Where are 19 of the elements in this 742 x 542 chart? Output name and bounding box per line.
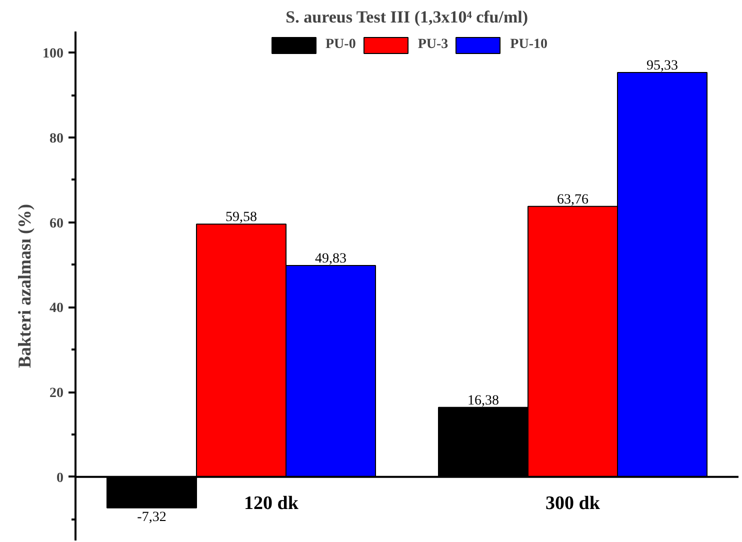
y-tick-label: 20 xyxy=(50,386,64,402)
x-tick-label: 120 dk xyxy=(244,492,299,514)
y-tick-label: 60 xyxy=(50,216,64,232)
data-label: 95,33 xyxy=(646,58,678,74)
data-label: 63,76 xyxy=(557,192,588,208)
x-tick-label: 300 dk xyxy=(546,492,600,514)
data-label: -7,32 xyxy=(137,510,166,525)
y-tick-label: 0 xyxy=(56,470,64,486)
data-label: 59,58 xyxy=(226,210,257,226)
y-tick-label: 40 xyxy=(50,301,64,316)
y-axis-title: Bakteri azalması (%) xyxy=(14,204,34,368)
data-label: 16,38 xyxy=(467,393,499,408)
legend-label: PU-3 xyxy=(418,37,448,53)
y-tick-label: 80 xyxy=(50,132,64,147)
chart-title: S. aureus Test III (1,3x10⁴ cfu/ml) xyxy=(286,8,528,26)
y-tick-label: 100 xyxy=(42,46,64,62)
legend-label: PU-10 xyxy=(510,37,548,53)
legend-label: PU-0 xyxy=(326,37,356,53)
data-label: 49,83 xyxy=(315,252,347,267)
